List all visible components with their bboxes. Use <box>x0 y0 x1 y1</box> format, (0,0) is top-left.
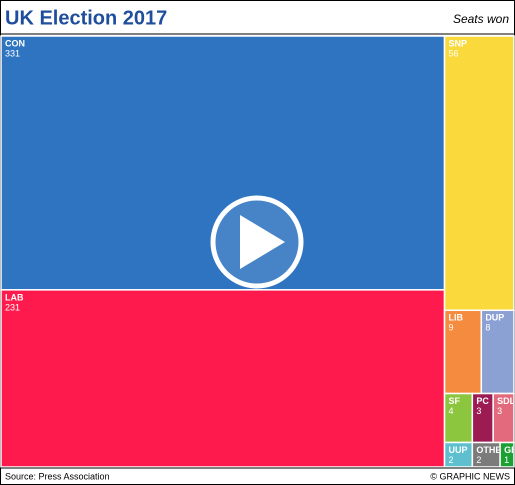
chart-subtitle: Seats won <box>453 12 509 26</box>
tile-label: DUP <box>485 313 504 323</box>
tile-label: SDL <box>497 396 515 406</box>
tile-value: 3 <box>497 406 502 416</box>
tile-value: 8 <box>485 323 490 333</box>
tile-label: GI <box>504 445 514 455</box>
tile-label: CON <box>5 38 25 48</box>
tile-label: UUP <box>449 445 468 455</box>
tile-value: 231 <box>5 302 20 312</box>
tile-label: PC <box>476 396 489 406</box>
tile <box>443 392 474 444</box>
tile-labels: PC3 <box>476 396 489 416</box>
tile-label: OTHE <box>476 445 501 455</box>
treemap: CON331LAB231SNP56LIB9DUP8SF4PC3SDL3UUP2O… <box>0 35 515 468</box>
play-triangle[interactable] <box>240 215 285 269</box>
tile <box>471 441 501 468</box>
tile <box>0 289 446 468</box>
tile-label: LIB <box>449 313 464 323</box>
tile <box>499 441 515 468</box>
credit: © GRAPHIC NEWS <box>430 471 510 481</box>
tile-value: 1 <box>504 455 509 465</box>
tile-labels: GI1 <box>504 445 514 465</box>
tile-value: 4 <box>449 406 454 416</box>
tile-label: SNP <box>449 38 468 48</box>
play-button[interactable] <box>210 195 304 289</box>
source: Source: Press Association <box>5 471 110 481</box>
tile-label: LAB <box>5 292 24 302</box>
chart-title: UK Election 2017 <box>5 7 167 29</box>
tile-label: SF <box>449 396 461 406</box>
tile-value: 9 <box>449 323 454 333</box>
tile <box>443 35 515 312</box>
tile-value: 3 <box>476 406 481 416</box>
tile-labels: SF4 <box>449 396 461 416</box>
tile-value: 2 <box>476 455 481 465</box>
tile-value: 2 <box>449 455 454 465</box>
tile-value: 331 <box>5 48 20 58</box>
tile <box>443 441 474 468</box>
tile-value: 56 <box>449 48 459 58</box>
tile <box>0 35 446 291</box>
